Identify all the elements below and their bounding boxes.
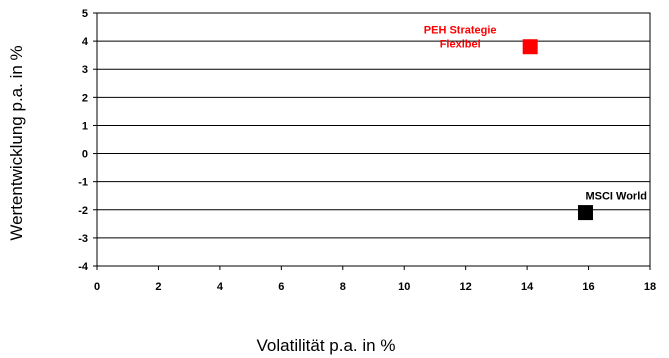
data-point-label: PEH Strategie xyxy=(424,25,497,37)
y-tick-label: -3 xyxy=(78,233,88,245)
y-tick-label: 4 xyxy=(82,36,89,48)
y-axis-ticks: -4 -3 -2 -1 0 1 2 3 4 5 xyxy=(78,8,97,273)
x-axis-ticks: 0 2 4 6 8 10 12 14 16 18 xyxy=(94,266,656,293)
x-tick-label: 4 xyxy=(217,281,224,293)
x-axis-label: Volatilität p.a. in % xyxy=(257,336,396,355)
x-tick-label: 6 xyxy=(278,281,284,293)
x-tick-label: 2 xyxy=(155,281,161,293)
y-axis-label: Wertentwicklung p.a. in % xyxy=(7,45,26,240)
y-tick-label: 5 xyxy=(82,8,88,20)
data-points: PEH Strategie Flexibel MSCI World xyxy=(424,25,647,221)
x-tick-label: 14 xyxy=(521,281,534,293)
y-tick-label: 3 xyxy=(82,64,88,76)
x-tick-label: 8 xyxy=(340,281,346,293)
x-tick-label: 16 xyxy=(582,281,594,293)
x-tick-label: 0 xyxy=(94,281,100,293)
x-tick-label: 18 xyxy=(644,281,656,293)
y-tick-label: 2 xyxy=(82,92,88,104)
data-point-marker xyxy=(577,205,593,221)
data-point-marker xyxy=(522,39,538,55)
y-tick-label: 1 xyxy=(82,120,88,132)
y-tick-label: 0 xyxy=(82,149,88,161)
y-tick-label: -1 xyxy=(78,177,88,189)
data-point-label: MSCI World xyxy=(585,191,647,203)
x-tick-label: 12 xyxy=(460,281,472,293)
y-tick-label: -4 xyxy=(78,261,89,273)
gridlines xyxy=(97,12,650,267)
plot-area xyxy=(96,12,651,267)
x-tick-label: 10 xyxy=(398,281,410,293)
data-point-label: Flexibel xyxy=(440,39,481,51)
y-tick-label: -2 xyxy=(78,205,88,217)
